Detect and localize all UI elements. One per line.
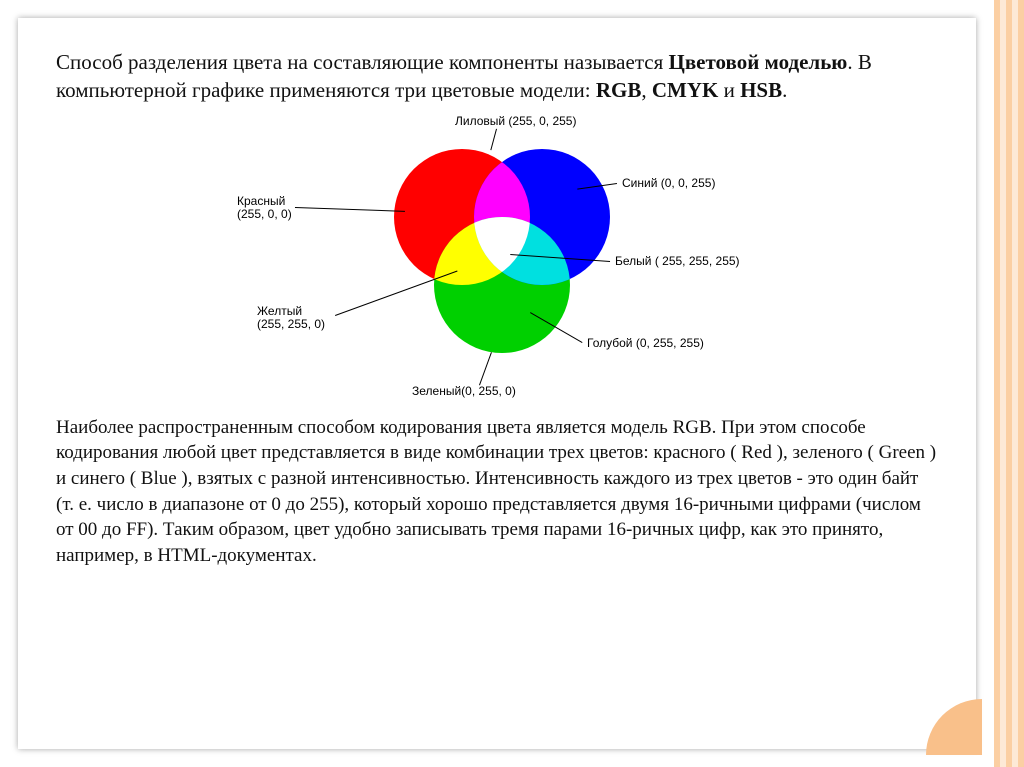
label-green: Зеленый(0, 255, 0) xyxy=(412,385,516,399)
corner-accent xyxy=(922,695,982,755)
paragraph-intro: Способ разделения цвета на составляющие … xyxy=(56,48,938,105)
label-magenta: Лиловый (255, 0, 255) xyxy=(455,115,576,129)
paragraph-body: Наиболее распространенным способом кодир… xyxy=(56,415,938,569)
text: , xyxy=(641,78,652,102)
stripe xyxy=(1012,0,1018,767)
side-stripes xyxy=(994,0,1024,767)
bold-hsb: HSB xyxy=(740,78,782,102)
label-red: Красный (255, 0, 0) xyxy=(237,195,292,223)
stripe xyxy=(1006,0,1012,767)
bold-rgb: RGB xyxy=(596,78,642,102)
rgb-venn-diagram: Лиловый (255, 0, 255) Синий (0, 0, 255) … xyxy=(217,115,777,405)
stripe xyxy=(1000,0,1006,767)
bold-cmyk: CMYK xyxy=(652,78,719,102)
label-cyan: Голубой (0, 255, 255) xyxy=(587,337,704,351)
text: и xyxy=(718,78,740,102)
stripe xyxy=(994,0,1000,767)
text: Способ разделения цвета на составляющие … xyxy=(56,50,669,74)
label-white: Белый ( 255, 255, 255) xyxy=(615,255,740,269)
label-blue: Синий (0, 0, 255) xyxy=(622,177,715,191)
slide-card: Способ разделения цвета на составляющие … xyxy=(18,18,976,749)
bold-term: Цветовой моделью xyxy=(669,50,848,74)
stripe xyxy=(1018,0,1024,767)
text: . xyxy=(782,78,787,102)
label-yellow: Желтый (255, 255, 0) xyxy=(257,305,325,333)
